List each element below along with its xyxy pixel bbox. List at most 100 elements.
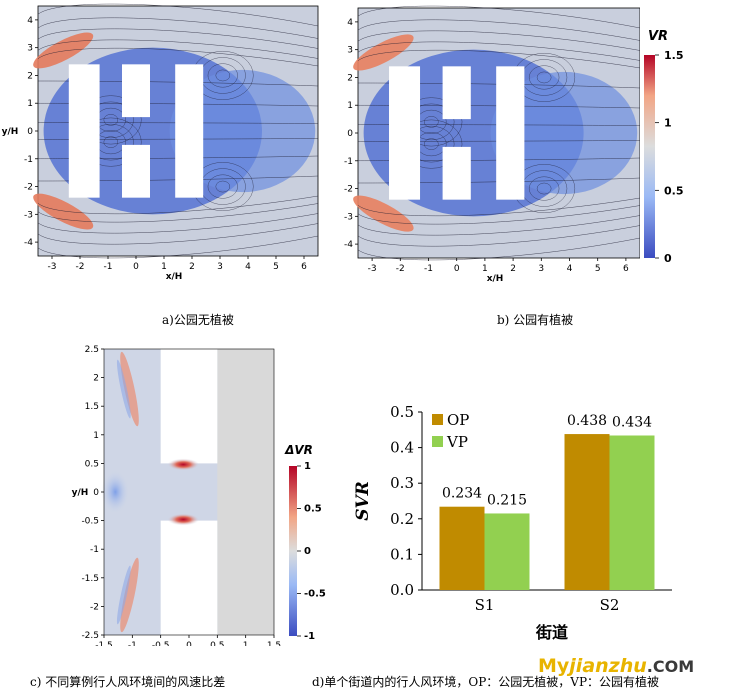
delta-vr-colorbar-tick-label: 0 — [304, 546, 311, 557]
panel-a-streamline — [37, 213, 319, 234]
panel-c-blue-streak — [116, 359, 131, 419]
panel-a-streamline — [37, 39, 319, 59]
panel-a-streamline — [37, 17, 319, 39]
panel-c-xtick-label: 1 — [243, 641, 249, 646]
panel-b-xtick-label: 6 — [623, 264, 629, 274]
panel-d-value-label: 0.234 — [442, 486, 482, 502]
panel-d-value-label: 0.434 — [612, 414, 652, 430]
panel-a-ytick-label: -2 — [24, 183, 33, 193]
panel-b-ytick-label: -2 — [344, 185, 353, 195]
panel-b-ytick-label: -3 — [344, 212, 353, 222]
vr-colorbar-tick-label: 1 — [664, 117, 672, 130]
panel-d-category-label: S2 — [600, 596, 620, 614]
panel-b-xtick-label: 3 — [538, 264, 544, 274]
panel-c-ytick-label: 1.5 — [85, 402, 99, 412]
panel-c-downstream-zone — [217, 349, 274, 635]
panel-d-ytick-label: 0.5 — [390, 403, 414, 421]
panel-b-streamline — [357, 19, 640, 41]
panel-d-ytick-label: 0.2 — [390, 510, 414, 528]
caption-b: b) 公园有植被 — [497, 313, 574, 327]
panel-a-streamline — [37, 47, 319, 67]
panel-c-ytick-label: 2.5 — [85, 345, 99, 355]
panel-a-xtick-label: 3 — [217, 262, 223, 272]
panel-a-xtick-label: -2 — [76, 262, 85, 272]
watermark: Myjianzhu.COM — [538, 655, 694, 677]
panel-c-xtick-label: -0.5 — [152, 641, 170, 646]
panel-b-xtick-label: 1 — [482, 264, 488, 274]
panel-c-xtick-label: 0 — [186, 641, 192, 646]
panel-b-building — [442, 66, 471, 120]
panel-a-ytick-label: 0 — [27, 127, 33, 137]
panel-a-wake-zone — [169, 69, 316, 193]
vr-colorbar-tick-label: 1.5 — [664, 49, 684, 62]
caption-a: a)公园无植被 — [162, 313, 234, 327]
panel-a-streamline — [37, 138, 319, 140]
panel-b-streamline — [357, 197, 640, 217]
panel-b-xlabel: x/H — [487, 274, 504, 284]
panel-b-streamline — [357, 140, 640, 142]
panel-b-streamline — [357, 215, 640, 236]
panel-c-xtick-label: 0.5 — [210, 641, 224, 646]
watermark-part3: .COM — [646, 657, 695, 676]
panel-d-legend-swatch-OP — [432, 414, 443, 425]
panel-a-vortex-ring — [207, 63, 238, 88]
panel-d-ytick-label: 0.1 — [390, 545, 414, 563]
panel-d-bar-chart: 0.5 0.4 0.3 0.2 0.1 0.0 0.234 0.215 S1 0.438 0.434… — [353, 403, 672, 642]
panel-b-building — [389, 66, 421, 200]
panel-c-ylabel: y/H — [72, 488, 89, 498]
panel-d-legend-label-VP: VP — [446, 433, 468, 451]
panel-c-ytick-label: 0 — [93, 488, 99, 498]
watermark-part2: jianzhu — [569, 655, 647, 677]
panel-a-building — [122, 144, 150, 198]
panel-a-ylabel: y/H — [2, 127, 19, 137]
panel-a-streamline — [37, 3, 319, 27]
panel-c-hotspot — [167, 513, 200, 526]
panel-c-red-streak — [120, 351, 139, 427]
panel-b-streamline — [357, 205, 640, 225]
panel-b-building — [442, 146, 471, 200]
panel-c-red-streak — [120, 557, 139, 633]
panel-b-xtick-label: 4 — [567, 264, 573, 274]
panel-d-ytick-label: 0.0 — [390, 581, 414, 599]
panel-a-ytick-label: -4 — [24, 238, 33, 248]
panel-d-xlabel: 街道 — [535, 623, 568, 642]
panel-a-streamline — [37, 122, 319, 124]
panel-b-streamline — [357, 49, 640, 69]
panel-a-xtick-label: -1 — [104, 262, 113, 272]
panel-b-xtick-label: -2 — [396, 264, 405, 274]
panel-b-vortex-ring — [528, 65, 560, 90]
panel-a-streamline — [37, 203, 319, 223]
panel-b-vortex-ring — [536, 182, 552, 195]
panel-d-value-label: 0.438 — [567, 413, 607, 429]
panel-c-xtick-label: -1.5 — [95, 641, 113, 646]
panel-b-ytick-label: 2 — [347, 73, 353, 83]
panel-a-vortex-ring — [215, 69, 231, 82]
watermark-part1: My — [538, 655, 570, 677]
panel-c-ytick-label: 2 — [93, 374, 99, 384]
panel-b-vortex-ring — [424, 138, 439, 150]
panel-b-vortex-ring — [528, 176, 560, 201]
panel-d-bar-OP-S1 — [439, 506, 485, 590]
panel-b-streamline — [357, 124, 640, 126]
vr-colorbar-title: VR — [648, 29, 668, 44]
panel-a-ytick-label: -1 — [24, 155, 33, 165]
caption-d: d)单个街道内的行人风环境，OP：公园无植被，VP：公园有植被 — [312, 675, 660, 689]
panel-b-streamline — [357, 237, 640, 261]
panel-d-ytick-label: 0.3 — [390, 474, 414, 492]
panel-a-xtick-label: 2 — [189, 262, 195, 272]
delta-vr-colorbar-tick-label: 1 — [304, 461, 311, 472]
panel-a-ytick-label: 1 — [27, 99, 33, 109]
panel-a-streamline — [37, 195, 319, 215]
panel-b-vortex-ring — [536, 71, 552, 84]
panel-c-xtick-label: -1 — [128, 641, 137, 646]
panel-a-streamline — [37, 235, 319, 259]
panel-b-streamline — [357, 5, 640, 29]
panel-d-legend-label-OP: OP — [447, 411, 469, 429]
vr-colorbar-tick-label: 0.5 — [664, 184, 684, 197]
panel-a-xtick-label: 5 — [273, 262, 279, 272]
panel-b-building — [496, 66, 525, 200]
panel-c-building — [160, 349, 218, 464]
panel-b-ytick-label: 0 — [347, 129, 353, 139]
